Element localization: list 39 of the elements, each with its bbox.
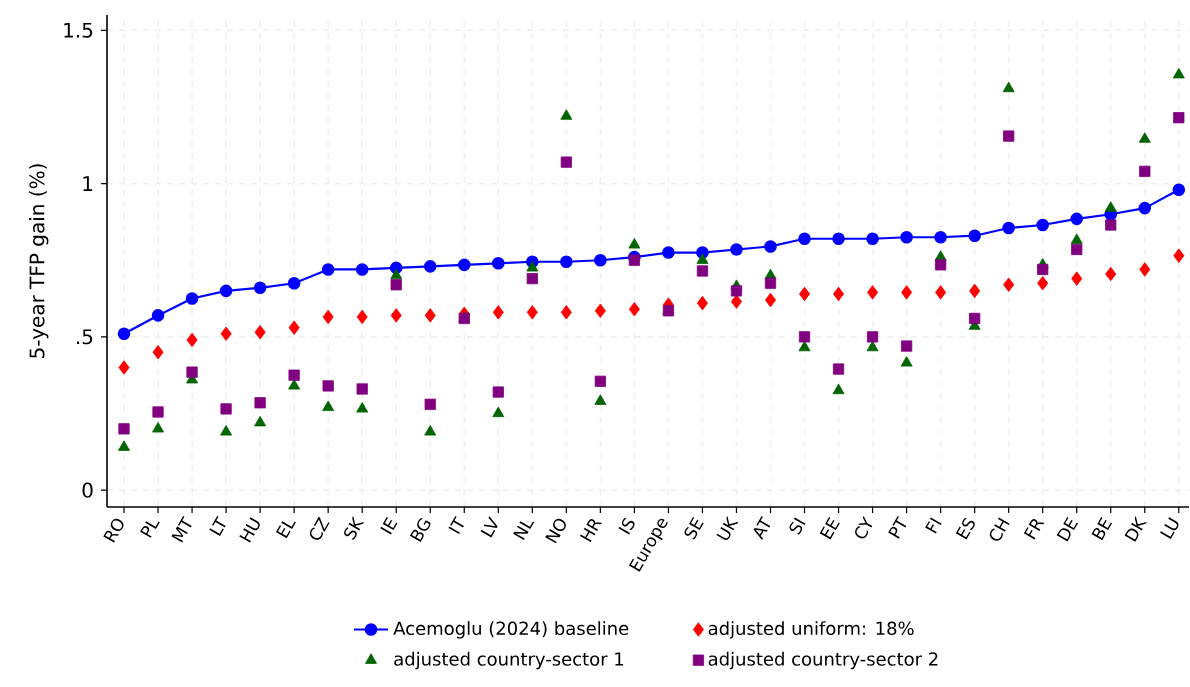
x-tick-label: NO	[545, 518, 566, 544]
x-tick-label: IE	[380, 517, 398, 535]
x-tick-label: EL	[275, 521, 296, 539]
x-tick-label: HR	[579, 519, 602, 543]
x-tick-label: ES	[955, 517, 975, 540]
x-tick-label: SK	[344, 516, 365, 540]
x-tick-label: DE	[1056, 517, 1079, 542]
x-tick-label: CZ	[309, 516, 330, 540]
x-tick-label: MT	[171, 516, 192, 543]
x-tick-label: IT	[448, 516, 464, 535]
y-tick-label: .5	[76, 329, 93, 345]
x-tick-label: CH	[989, 517, 1010, 541]
x-tick-label: AT	[753, 515, 771, 541]
legend-label: Acemoglu (2024) baseline	[393, 621, 629, 639]
x-tick-label: EE	[819, 517, 840, 540]
y-axis-title: 5-year TFP gain (%)	[29, 164, 49, 358]
x-tick-label: NL	[513, 521, 535, 540]
x-tick-label: HU	[239, 517, 260, 543]
x-tick-label: SI	[789, 517, 806, 535]
legend-label: adjusted uniform: 18%	[708, 621, 914, 639]
y-tick-label: 0	[82, 482, 93, 498]
x-tick-label: PL	[140, 521, 160, 538]
x-tick-label: RO	[103, 518, 124, 543]
x-tick-label: CY	[855, 515, 873, 539]
y-tick-label: 1.5	[64, 22, 93, 38]
x-tick-label: FR	[1023, 519, 1045, 540]
legend-label: adjusted country-sector 2	[708, 651, 938, 670]
x-tick-label: BE	[1091, 517, 1113, 541]
x-tick-label: LU	[1160, 517, 1179, 539]
x-tick-label: BG	[409, 517, 431, 543]
y-tick-label: 1	[83, 176, 93, 191]
x-tick-label: PT	[888, 516, 907, 539]
x-tick-label: UK	[716, 516, 739, 540]
x-tick-label: DK	[1124, 516, 1147, 542]
x-tick-label: SE	[684, 517, 704, 540]
x-tick-label: LT	[209, 515, 226, 536]
x-tick-label: FI	[925, 517, 942, 534]
legend-label: adjusted country-sector 1	[394, 651, 624, 670]
x-tick-label: LV	[480, 516, 498, 538]
